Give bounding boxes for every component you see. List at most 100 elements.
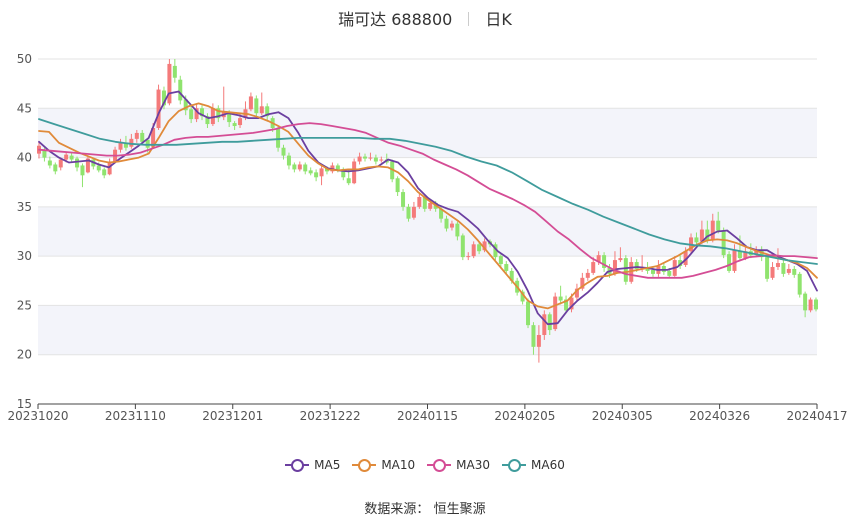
candles [37, 59, 818, 363]
candle-body [520, 291, 525, 302]
candle-body [634, 262, 639, 269]
candle-body [167, 63, 172, 104]
candle-body [335, 165, 340, 170]
candle-body [678, 260, 683, 266]
candle-body [542, 314, 547, 335]
stock-title: 瑞可达 688800 [338, 10, 453, 29]
candle [85, 155, 90, 174]
candle-body [411, 206, 416, 218]
candle-body [498, 256, 503, 265]
x-axis: 20231020 20231110 20231201 20231222 20240115… [7, 403, 848, 423]
legend-item-ma60[interactable]: MA60 [502, 458, 565, 472]
grid-band [38, 108, 817, 158]
legend-item-ma10[interactable]: MA10 [352, 458, 415, 472]
candle-body [178, 79, 183, 101]
candle [803, 291, 808, 318]
data-source: 数据来源： 恒生聚源 [0, 498, 850, 517]
candle-body [324, 168, 329, 172]
candle-body [156, 89, 161, 128]
candle-body [694, 237, 699, 243]
candle-body [797, 273, 802, 295]
candle [134, 129, 139, 143]
candle [466, 252, 471, 261]
candle [303, 162, 308, 175]
candle [417, 193, 422, 209]
candle-body [53, 164, 58, 172]
candle [618, 247, 623, 263]
candle-body [803, 293, 808, 311]
candle [460, 233, 465, 261]
candle [286, 152, 291, 170]
x-tick-label: 20240305 [592, 409, 653, 423]
legend-swatch-dot [291, 459, 305, 472]
candle-body [743, 251, 748, 259]
legend-swatch [427, 458, 452, 472]
y-tick-label: 35 [17, 200, 32, 214]
candle-body [553, 296, 558, 330]
candle-body [194, 108, 199, 120]
candle-body [129, 138, 134, 147]
candle [574, 283, 579, 301]
candle-body [482, 241, 487, 251]
candle-body [276, 128, 281, 148]
candle-body [710, 220, 715, 241]
candle [406, 203, 411, 222]
candle [102, 167, 107, 179]
candle-body [650, 269, 655, 274]
candle [189, 105, 194, 124]
candle-body [319, 168, 324, 177]
candle [727, 251, 732, 273]
x-tick-label: 20240205 [494, 409, 555, 423]
candle-body [303, 164, 308, 172]
candle [308, 167, 313, 176]
source-name: 恒生聚源 [433, 502, 486, 517]
candle [444, 215, 449, 232]
candle-body [536, 335, 541, 347]
candle [536, 325, 541, 363]
candle-body [341, 169, 346, 178]
candle-body [172, 65, 177, 78]
candle-body [161, 90, 166, 106]
legend-item-ma30[interactable]: MA30 [427, 458, 490, 472]
candle [292, 162, 297, 173]
candle-body [134, 132, 139, 139]
legend-item-ma5[interactable]: MA5 [285, 458, 340, 472]
legend-label: MA30 [456, 458, 491, 472]
candle [656, 260, 661, 277]
candle [814, 297, 818, 312]
candle [580, 272, 585, 291]
legend-label: MA10 [381, 458, 416, 472]
candle-body [618, 258, 623, 261]
candle [314, 169, 319, 182]
candle-body [308, 170, 313, 174]
candle [363, 153, 368, 162]
title-separator [468, 12, 470, 26]
candle [661, 262, 666, 275]
candle [194, 104, 199, 123]
candle-body [58, 159, 63, 168]
y-tick-label: 25 [17, 298, 32, 312]
grid-band [38, 206, 817, 257]
candle [770, 262, 775, 280]
candle-body [69, 155, 74, 160]
ma-line-ma30 [38, 122, 818, 279]
candle-body [205, 116, 210, 125]
candle [542, 310, 547, 340]
candle-body [602, 255, 607, 268]
candle [297, 161, 302, 172]
candle [732, 244, 737, 273]
candle-body [770, 266, 775, 278]
candle [248, 92, 253, 112]
candle-body [564, 299, 569, 311]
candle [498, 254, 503, 267]
candle [781, 260, 786, 277]
candle-body [140, 132, 145, 142]
x-tick-label: 20231020 [7, 409, 68, 423]
candle-body [118, 142, 123, 150]
candle-body [612, 260, 617, 274]
candle-body [661, 266, 666, 272]
candle-body [439, 208, 444, 219]
candle-body [732, 250, 737, 271]
candle [47, 156, 52, 169]
candle [792, 266, 797, 278]
